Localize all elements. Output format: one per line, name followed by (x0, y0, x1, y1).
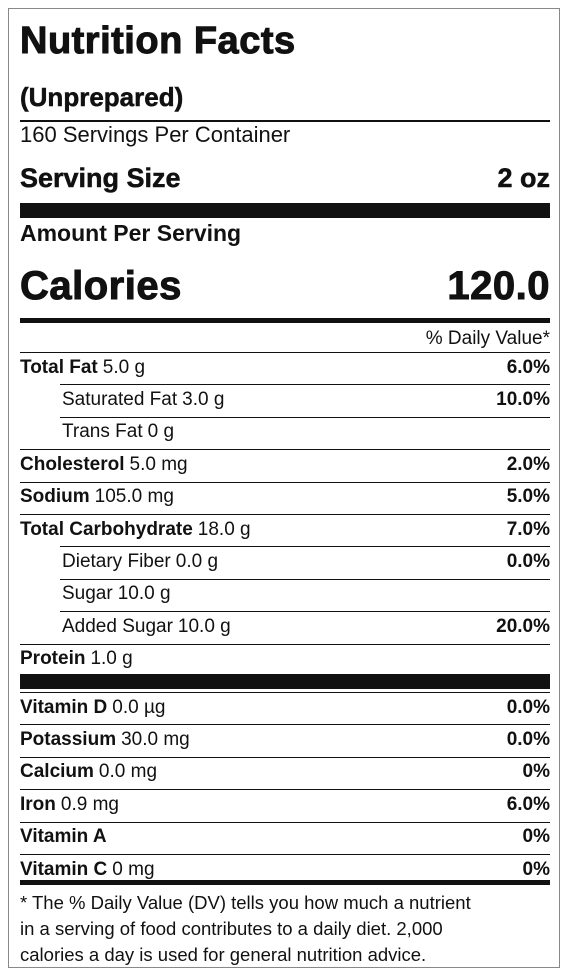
daily-value: 0.0% (506, 550, 550, 572)
row-rule (20, 854, 550, 855)
row-rule (60, 546, 550, 548)
nutrient-name: Saturated Fat (62, 388, 178, 410)
nutrient-name: Potassium (20, 728, 117, 750)
row-rule (20, 449, 550, 451)
nutrient-name: Sodium (20, 486, 90, 508)
footnote-line: calories a day is used for general nutri… (20, 943, 427, 965)
daily-value: 2.0% (506, 453, 550, 475)
nutrient-name: Sugar (62, 583, 113, 605)
nutrient-amount: 0 mg (112, 858, 155, 880)
thin-rule (20, 120, 550, 122)
daily-value: 5.0% (506, 486, 550, 508)
row-rule (60, 416, 550, 418)
daily-value: 6.0% (506, 793, 550, 815)
thick-bar (20, 203, 550, 218)
nutrient-name: Dietary Fiber (62, 550, 171, 572)
nutrient-amount: 3.0 g (182, 388, 225, 410)
row-rule (20, 692, 550, 693)
row-rule (20, 756, 550, 758)
row-rule (20, 514, 550, 515)
nutrient-name: Trans Fat (62, 421, 143, 443)
row-rule (20, 643, 550, 645)
row-rule (20, 821, 550, 823)
nutrient-amount: 10.0 g (117, 583, 171, 605)
nutrient-amount: 105.0 mg (94, 486, 174, 508)
nutrient-name: Vitamin A (20, 826, 107, 848)
medium-bar (20, 880, 550, 885)
daily-value: 0% (522, 858, 550, 880)
row-rule (60, 578, 550, 580)
row-rule (60, 611, 550, 613)
calories-value: 120.0 (447, 264, 550, 308)
nutrient-amount: 0.0 g (175, 550, 219, 572)
nutrient-amount: 0.0 mg (98, 761, 158, 783)
row-rule (20, 352, 550, 353)
daily-value: 10.0% (496, 388, 550, 410)
row-rule (60, 384, 550, 386)
nutrient-name: Iron (20, 793, 56, 815)
daily-value: 0% (522, 761, 550, 783)
subtitle: (Unprepared) (20, 82, 184, 112)
nutrient-amount: 5.0 mg (129, 453, 188, 475)
daily-value: 20.0% (496, 615, 550, 637)
nutrient-amount: 0.9 mg (60, 793, 119, 815)
nutrient-amount: 18.0 g (197, 518, 251, 540)
nutrient-name: Cholesterol (20, 453, 125, 475)
footnote-line: in a serving of food contributes to a da… (20, 917, 443, 939)
servings: 160 Servings Per Container (20, 122, 291, 147)
thick-bar (20, 674, 550, 689)
calories-label: Calories (20, 264, 182, 308)
nutrient-amount: 10.0 g (177, 615, 231, 637)
row-rule (20, 789, 550, 791)
daily-value: 0% (522, 826, 550, 848)
daily-value: 6.0% (506, 356, 550, 378)
daily-value: 0.0% (506, 696, 550, 718)
daily-value: 0.0% (506, 728, 550, 750)
nutrient-amount: 0.0 µg (112, 696, 166, 718)
nutrient-name: Total Fat (20, 356, 98, 378)
row-rule (20, 481, 550, 483)
nutrient-name: Calcium (20, 761, 94, 783)
daily-value: 7.0% (506, 518, 550, 540)
label-frame (8, 8, 560, 968)
daily-value-header: % Daily Value* (425, 327, 550, 349)
nutrient-name: Added Sugar (62, 615, 173, 637)
serving-size: 2 oz (497, 162, 550, 193)
nutrient-amount: 30.0 mg (121, 728, 190, 750)
nutrient-amount: 5.0 g (102, 356, 146, 378)
nutrient-amount: 1.0 g (90, 648, 133, 670)
row-rule (20, 724, 550, 726)
footnote-line: * The % Daily Value (DV) tells you how m… (20, 891, 471, 913)
serving-size-label: Serving Size (20, 162, 181, 193)
nutrient-name: Vitamin D (20, 696, 108, 718)
nutrient-name: Total Carbohydrate (20, 518, 193, 540)
medium-bar (20, 318, 550, 323)
title: Nutrition Facts (20, 20, 296, 62)
nutrient-name: Protein (20, 648, 86, 670)
nutrient-name: Vitamin C (20, 858, 108, 880)
nutrient-amount: 0 g (147, 421, 175, 443)
amount-per-serving: Amount Per Serving (20, 219, 242, 246)
